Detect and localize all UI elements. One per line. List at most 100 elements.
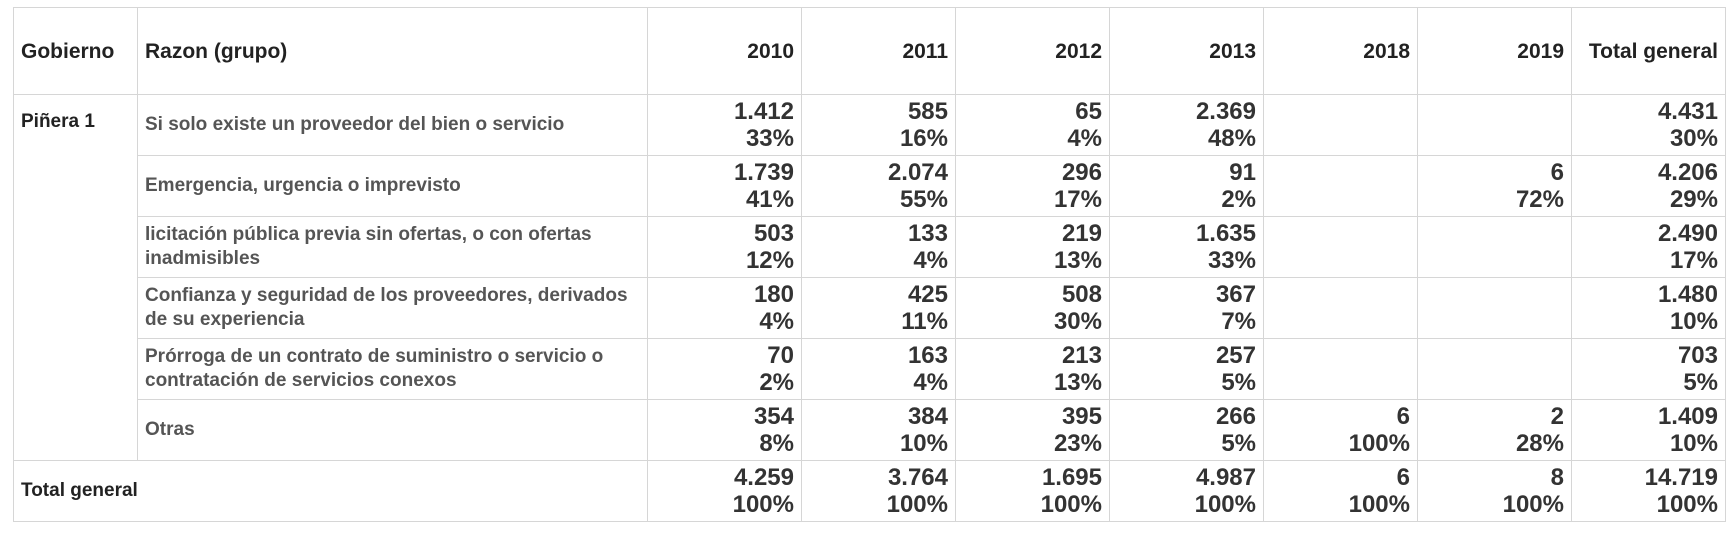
percent: 4%: [1067, 125, 1102, 152]
value-cell: 133 4%: [801, 216, 956, 278]
data-row: Otras 354 8% 384 10% 395 23% 266 5% 6 100% 2 28% 1.40…: [14, 399, 1726, 461]
count: 585: [907, 98, 948, 125]
total-label: Total general: [13, 460, 648, 522]
value-cell: [1417, 216, 1572, 278]
group-label: Piñera 1: [13, 94, 138, 461]
percent: 10%: [1669, 430, 1718, 457]
value-cell: 503 12%: [647, 216, 802, 278]
count: 4.206: [1657, 159, 1718, 186]
percent: 4%: [913, 369, 948, 396]
value-cell: 2.490 17%: [1571, 216, 1726, 278]
count: 6: [1396, 403, 1410, 430]
count: 1.695: [1041, 464, 1102, 491]
count: 2.369: [1195, 98, 1256, 125]
value-cell: 4.206 29%: [1571, 155, 1726, 217]
count: 6: [1396, 464, 1410, 491]
percent: 2%: [759, 369, 794, 396]
percent: 8%: [759, 430, 794, 457]
value-cell: 257 5%: [1109, 338, 1264, 400]
count: 8: [1550, 464, 1564, 491]
count: 1.635: [1195, 220, 1256, 247]
count: 219: [1061, 220, 1102, 247]
percent: 17%: [1669, 247, 1718, 274]
data-row: Confianza y seguridad de los proveedores…: [14, 277, 1726, 339]
percent: 28%: [1515, 430, 1564, 457]
column-header: 2018: [1263, 7, 1418, 95]
percent: 13%: [1053, 247, 1102, 274]
value-cell: [1417, 277, 1572, 339]
count: 354: [753, 403, 794, 430]
count: 1.412: [733, 98, 794, 125]
value-cell: 6 100%: [1263, 399, 1418, 461]
count: 163: [907, 342, 948, 369]
percent: 17%: [1053, 186, 1102, 213]
value-cell: 1.635 33%: [1109, 216, 1264, 278]
percent: 13%: [1053, 369, 1102, 396]
reason-label: Emergencia, urgencia o imprevisto: [137, 155, 648, 217]
column-header: 2013: [1109, 7, 1264, 95]
data-row: Prórroga de un contrato de suministro o …: [14, 338, 1726, 400]
value-cell: 163 4%: [801, 338, 956, 400]
percent: 4%: [759, 308, 794, 335]
count: 4.987: [1195, 464, 1256, 491]
count: 133: [907, 220, 948, 247]
count: 1.739: [733, 159, 794, 186]
value-cell: 425 11%: [801, 277, 956, 339]
value-cell: 508 30%: [955, 277, 1110, 339]
percent: 5%: [1683, 369, 1718, 396]
value-cell: 296 17%: [955, 155, 1110, 217]
data-table: Gobierno Razon (grupo) 2010 2011 2012 2013 201…: [13, 7, 1726, 522]
percent: 33%: [745, 125, 794, 152]
data-row: Emergencia, urgencia o imprevisto 1.739 41…: [14, 155, 1726, 217]
percent: 10%: [899, 430, 948, 457]
value-cell: 213 13%: [955, 338, 1110, 400]
value-cell: 3.764 100%: [801, 460, 956, 522]
total-row: Total general 4.259 100% 3.764 100% 1.695 100%…: [13, 460, 1726, 522]
percent: 23%: [1053, 430, 1102, 457]
column-header: 2012: [955, 7, 1110, 95]
value-cell: [1417, 94, 1572, 156]
count: 367: [1215, 281, 1256, 308]
percent: 5%: [1221, 430, 1256, 457]
count: 4.259: [733, 464, 794, 491]
value-cell: 91 2%: [1109, 155, 1264, 217]
count: 384: [907, 403, 948, 430]
count: 2.074: [887, 159, 948, 186]
percent: 29%: [1669, 186, 1718, 213]
value-cell: 8 100%: [1417, 460, 1572, 522]
data-row: licitación pública previa sin ofertas, o…: [14, 216, 1726, 278]
count: 503: [753, 220, 794, 247]
count: 395: [1061, 403, 1102, 430]
table-body: Piñera 1 Si solo existe un proveedor del …: [13, 94, 1726, 522]
value-cell: 2 28%: [1417, 399, 1572, 461]
percent: 100%: [1040, 491, 1102, 518]
header-row: Gobierno Razon (grupo) 2010 2011 2012 2013 201…: [13, 7, 1726, 95]
percent: 30%: [1669, 125, 1718, 152]
value-cell: 384 10%: [801, 399, 956, 461]
value-cell: [1417, 338, 1572, 400]
percent: 100%: [1348, 430, 1410, 457]
reason-label: Confianza y seguridad de los proveedores…: [137, 277, 648, 339]
value-cell: 1.695 100%: [955, 460, 1110, 522]
reason-label: Prórroga de un contrato de suministro o …: [137, 338, 648, 400]
count: 1.409: [1657, 403, 1718, 430]
count: 180: [753, 281, 794, 308]
count: 70: [767, 342, 794, 369]
percent: 16%: [899, 125, 948, 152]
count: 4.431: [1657, 98, 1718, 125]
count: 91: [1229, 159, 1256, 186]
count: 508: [1061, 281, 1102, 308]
percent: 100%: [1656, 491, 1718, 518]
value-cell: 4.431 30%: [1571, 94, 1726, 156]
count: 2: [1550, 403, 1564, 430]
value-cell: 4.987 100%: [1109, 460, 1264, 522]
value-cell: 1.409 10%: [1571, 399, 1726, 461]
count: 425: [907, 281, 948, 308]
reason-label: Si solo existe un proveedor del bien o s…: [137, 94, 648, 156]
percent: 72%: [1515, 186, 1564, 213]
value-cell: 1.739 41%: [647, 155, 802, 217]
value-cell: 6 72%: [1417, 155, 1572, 217]
percent: 100%: [886, 491, 948, 518]
count: 257: [1215, 342, 1256, 369]
